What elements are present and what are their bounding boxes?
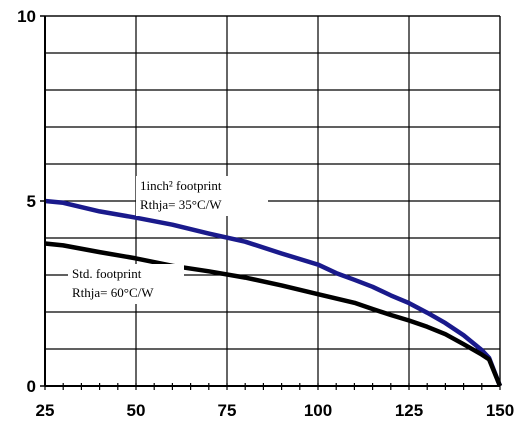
annotation-line-2: Rthja= 60°C/W (72, 285, 154, 300)
x-tick-label: 150 (486, 401, 514, 420)
x-tick-label: 100 (304, 401, 332, 420)
annotation-line-1: 1inch² footprint (140, 178, 222, 193)
chart-tick-labels: 25 50 75 100 125 150 0 5 10 (17, 7, 514, 420)
chart-annotations: 1inch² footprint Rthja= 35°C/W Std. foot… (68, 176, 268, 304)
series-line-0 (44, 198, 503, 387)
annotation-line-1: Std. footprint (72, 266, 142, 281)
x-tick-label: 25 (36, 401, 55, 420)
y-tick-label: 10 (17, 7, 36, 26)
annotation-blue-curve: 1inch² footprint Rthja= 35°C/W (136, 176, 268, 216)
y-tick-label: 5 (27, 192, 36, 211)
annotation-line-2: Rthja= 35°C/W (140, 197, 222, 212)
chart-axes (40, 15, 501, 390)
series-line-1 (44, 241, 503, 387)
annotation-background (68, 264, 184, 304)
y-tick-label: 0 (27, 377, 36, 396)
x-tick-label: 75 (218, 401, 237, 420)
annotation-black-curve: Std. footprint Rthja= 60°C/W (68, 264, 184, 304)
chart-series (44, 198, 503, 387)
x-tick-label: 125 (395, 401, 423, 420)
x-tick-label: 50 (127, 401, 146, 420)
annotation-background (136, 176, 268, 216)
